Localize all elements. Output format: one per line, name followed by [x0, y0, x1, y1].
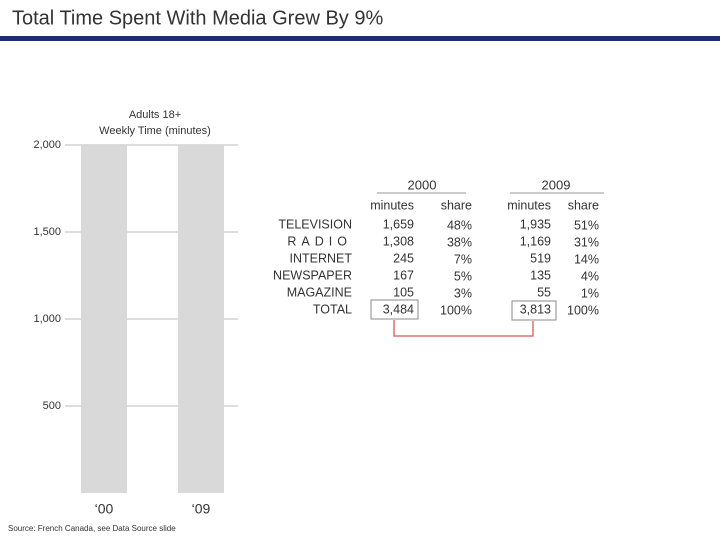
total-box	[511, 300, 557, 321]
y-tick-label: 500	[43, 400, 61, 412]
column-header: minutes	[370, 198, 414, 212]
title-rule	[0, 36, 720, 41]
row-label: NEWSPAPER	[273, 268, 352, 282]
y-tick-label: 2,000	[33, 139, 61, 151]
table-cell: 1,935	[520, 217, 551, 231]
source-note: Source: French Canada, see Data Source s…	[8, 524, 176, 533]
row-label: TOTAL	[313, 302, 352, 316]
growth-connector	[393, 320, 534, 337]
bar	[81, 145, 127, 493]
table-cell: 38%	[447, 235, 472, 249]
slide-title: Total Time Spent With Media Grew By 9%	[12, 7, 383, 29]
table-cell: 51%	[574, 218, 599, 232]
bar	[178, 145, 224, 493]
table-cell: 1,169	[520, 234, 551, 248]
chart-subtitle: Weekly Time (minutes)	[99, 125, 211, 137]
y-tick-label: 1,000	[33, 313, 61, 325]
table-cell: 100%	[567, 303, 599, 317]
table-cell: 135	[530, 268, 551, 282]
table-cell: 245	[393, 251, 414, 265]
column-header: minutes	[507, 198, 551, 212]
table-cell: 7%	[454, 252, 472, 266]
chart-subtitle: Adults 18+	[129, 109, 181, 121]
row-label: RADIO	[287, 234, 352, 248]
table-cell: 100%	[440, 303, 472, 317]
table-cell: 5%	[454, 269, 472, 283]
total-box	[370, 299, 419, 320]
table-cell: 48%	[447, 218, 472, 232]
table-cell: 3,813	[520, 302, 551, 316]
table-cell: 105	[393, 285, 414, 299]
table-cell: 31%	[574, 235, 599, 249]
media-table: 2000 2009 minutes share minutes share TELEVISI…	[273, 177, 604, 337]
table-cell: 1%	[581, 286, 599, 300]
table-cell: 1,308	[383, 234, 414, 248]
y-tick-label: 1,500	[33, 226, 61, 238]
column-header: share	[441, 198, 472, 212]
x-tick-label: ‘00	[95, 501, 114, 517]
table-cell: 4%	[581, 269, 599, 283]
table-cell: 519	[530, 251, 551, 265]
year-header: 2000	[408, 177, 437, 192]
bar-chart: 500 1,000 1,500 2,000 ‘00 ‘09	[33, 139, 238, 517]
x-tick-label: ‘09	[192, 501, 211, 517]
row-label: TELEVISION	[278, 217, 352, 231]
row-label: INTERNET	[290, 251, 353, 265]
year-header: 2009	[542, 177, 571, 192]
column-header: share	[568, 198, 599, 212]
table-cell: 14%	[574, 252, 599, 266]
row-label: MAGAZINE	[287, 285, 352, 299]
table-cell: 1,659	[383, 217, 414, 231]
table-cell: 3%	[454, 286, 472, 300]
table-cell: 167	[393, 268, 414, 282]
table-cell: 55	[537, 285, 551, 299]
table-cell: 3,484	[383, 302, 414, 316]
